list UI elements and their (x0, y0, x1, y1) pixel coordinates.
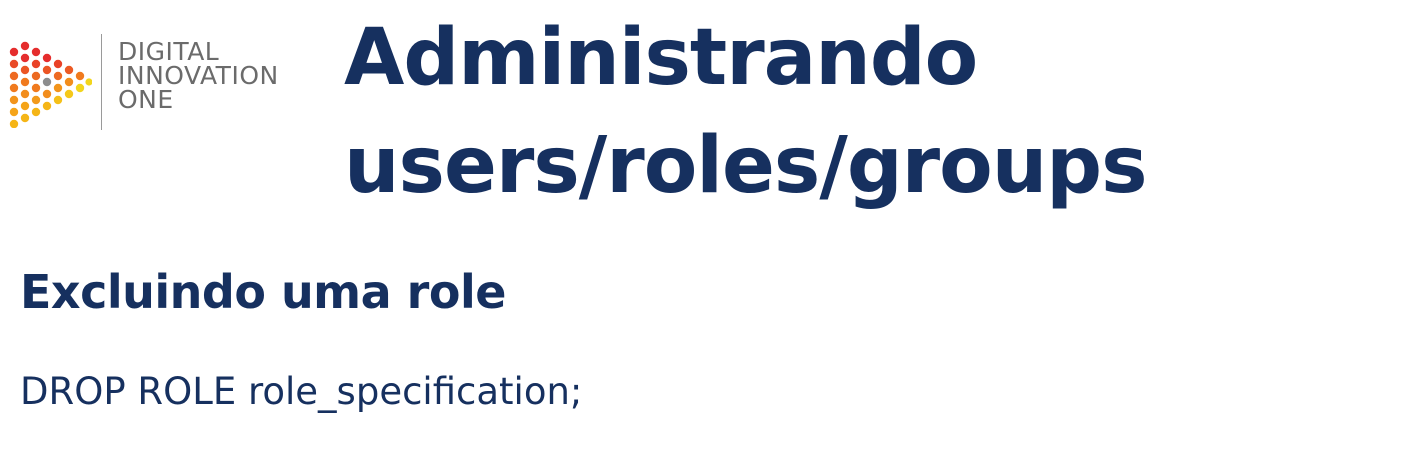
slide-title-line-1: Administrando (344, 13, 978, 103)
logo-line-one: ONE (118, 85, 174, 114)
logo-wordmark: DIGITAL INNOVATION ONE (118, 37, 279, 114)
logo-mark-icon (9, 41, 92, 128)
logo-line-innovation: INNOVATION (118, 61, 279, 90)
logo-divider (101, 34, 102, 130)
slide-title: Administrando users/roles/groups (344, 4, 1148, 220)
digital-innovation-one-logo: DIGITAL INNOVATION ONE (8, 32, 318, 132)
sql-command-text: DROP ROLE role_specification; (20, 370, 583, 413)
logo-line-digital: DIGITAL (118, 37, 220, 66)
slide-title-line-2: users/roles/groups (344, 121, 1148, 211)
section-heading: Excluindo uma role (20, 265, 506, 319)
